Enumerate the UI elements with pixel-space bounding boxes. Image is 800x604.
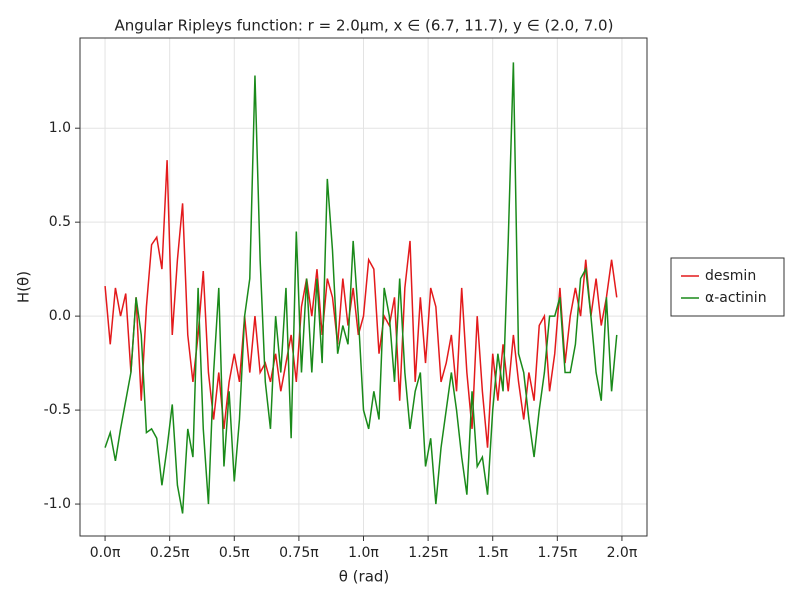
x-tick-label: 1.5π (477, 545, 508, 561)
x-tick-label: 2.0π (607, 545, 638, 561)
y-tick-label: -1.0 (44, 496, 71, 512)
x-tick-label: 0.25π (150, 545, 190, 561)
chart-title: Angular Ripleys function: r = 2.0μm, x ∈… (115, 17, 614, 35)
y-tick-label: 0.5 (49, 214, 71, 230)
x-tick-label: 1.25π (408, 545, 448, 561)
legend-box (670, 257, 785, 317)
x-tick-label: 0.75π (279, 545, 319, 561)
data-line (104, 160, 618, 448)
x-tick-label: 0.5π (219, 545, 250, 561)
y-axis-label: H(θ) (15, 271, 33, 303)
x-tick-label: 1.75π (538, 545, 578, 561)
y-tick-label: -0.5 (44, 402, 71, 418)
plot-frame (79, 37, 648, 537)
y-tick-label: 1.0 (49, 120, 71, 136)
data-line (104, 62, 618, 514)
x-tick-label: 0.0π (90, 545, 121, 561)
x-axis-label: θ (rad) (339, 568, 390, 586)
y-tick-label: 0.0 (49, 308, 71, 324)
x-tick-label: 1.0π (348, 545, 379, 561)
legend-label: desmin (705, 268, 756, 284)
legend-label: α-actinin (705, 290, 767, 306)
